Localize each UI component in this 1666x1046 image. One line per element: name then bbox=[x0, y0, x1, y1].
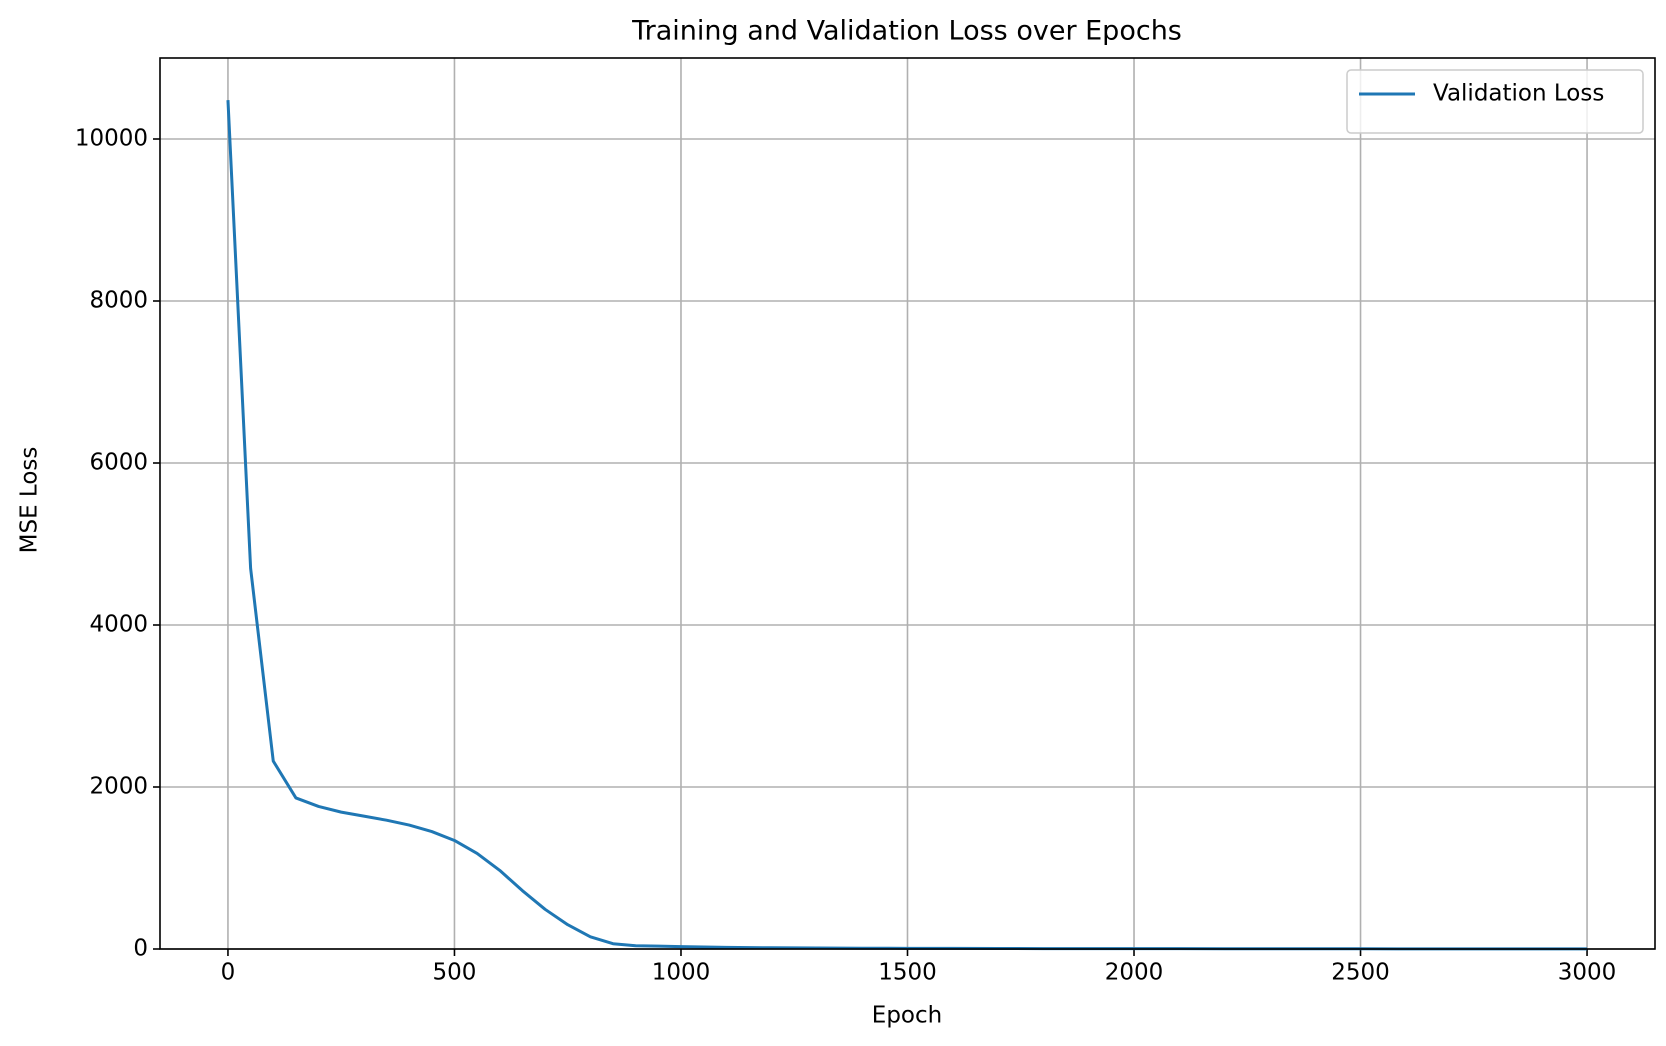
y-tick-label: 0 bbox=[133, 936, 148, 962]
y-tick-label: 10000 bbox=[75, 126, 148, 152]
x-tick-label: 2000 bbox=[1105, 960, 1164, 986]
y-tick-label: 6000 bbox=[89, 450, 148, 476]
y-tick-label: 4000 bbox=[89, 612, 148, 638]
x-tick-label: 1500 bbox=[878, 960, 937, 986]
x-tick-label: 500 bbox=[433, 960, 477, 986]
x-tick-label: 1000 bbox=[652, 960, 711, 986]
x-tick-label: 2500 bbox=[1331, 960, 1390, 986]
y-axis-label: MSE Loss bbox=[17, 447, 43, 554]
plot-frame bbox=[159, 57, 1656, 950]
x-axis-label: Epoch bbox=[872, 1003, 942, 1029]
chart-title: Training and Validation Loss over Epochs bbox=[631, 16, 1182, 47]
y-tick-label: 2000 bbox=[89, 774, 148, 800]
legend: Validation Loss bbox=[1346, 69, 1644, 134]
y-tick-label: 8000 bbox=[89, 288, 148, 314]
x-tick-label: 0 bbox=[221, 960, 236, 986]
x-tick-label: 3000 bbox=[1558, 960, 1617, 986]
legend-frame bbox=[1346, 69, 1644, 134]
legend-label: Validation Loss bbox=[1433, 81, 1604, 107]
